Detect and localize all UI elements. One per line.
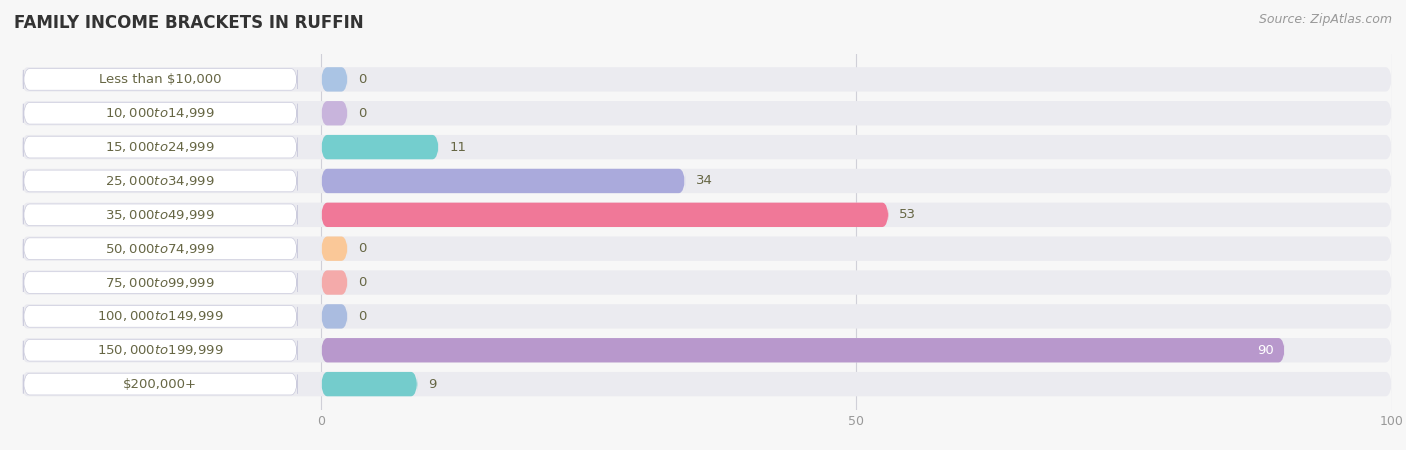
- Text: 53: 53: [900, 208, 917, 221]
- FancyBboxPatch shape: [24, 238, 298, 260]
- Text: $200,000+: $200,000+: [124, 378, 197, 391]
- Text: 34: 34: [696, 175, 713, 188]
- Text: $15,000 to $24,999: $15,000 to $24,999: [105, 140, 215, 154]
- Text: $35,000 to $49,999: $35,000 to $49,999: [105, 208, 215, 222]
- Text: $10,000 to $14,999: $10,000 to $14,999: [105, 106, 215, 120]
- FancyBboxPatch shape: [24, 170, 298, 192]
- Text: 9: 9: [427, 378, 436, 391]
- FancyBboxPatch shape: [21, 237, 1392, 261]
- Text: FAMILY INCOME BRACKETS IN RUFFIN: FAMILY INCOME BRACKETS IN RUFFIN: [14, 14, 364, 32]
- FancyBboxPatch shape: [21, 67, 1392, 92]
- FancyBboxPatch shape: [21, 372, 1392, 396]
- FancyBboxPatch shape: [24, 373, 298, 395]
- FancyBboxPatch shape: [321, 101, 347, 126]
- FancyBboxPatch shape: [321, 202, 889, 227]
- Text: Source: ZipAtlas.com: Source: ZipAtlas.com: [1258, 14, 1392, 27]
- FancyBboxPatch shape: [21, 169, 1392, 193]
- FancyBboxPatch shape: [21, 202, 1392, 227]
- FancyBboxPatch shape: [321, 372, 418, 396]
- Text: 0: 0: [359, 107, 367, 120]
- Text: 0: 0: [359, 310, 367, 323]
- FancyBboxPatch shape: [24, 272, 298, 293]
- Text: 0: 0: [359, 276, 367, 289]
- Text: 0: 0: [359, 73, 367, 86]
- FancyBboxPatch shape: [321, 237, 347, 261]
- Text: 11: 11: [450, 140, 467, 153]
- Text: 0: 0: [359, 242, 367, 255]
- Text: $75,000 to $99,999: $75,000 to $99,999: [105, 275, 215, 289]
- Text: $100,000 to $149,999: $100,000 to $149,999: [97, 310, 224, 324]
- Text: $25,000 to $34,999: $25,000 to $34,999: [105, 174, 215, 188]
- FancyBboxPatch shape: [321, 135, 439, 159]
- FancyBboxPatch shape: [24, 68, 298, 90]
- FancyBboxPatch shape: [321, 270, 347, 295]
- Text: Less than $10,000: Less than $10,000: [98, 73, 222, 86]
- FancyBboxPatch shape: [321, 169, 685, 193]
- FancyBboxPatch shape: [24, 204, 298, 225]
- Text: $50,000 to $74,999: $50,000 to $74,999: [105, 242, 215, 256]
- FancyBboxPatch shape: [21, 270, 1392, 295]
- Text: 90: 90: [1257, 344, 1274, 357]
- FancyBboxPatch shape: [24, 306, 298, 327]
- FancyBboxPatch shape: [24, 136, 298, 158]
- FancyBboxPatch shape: [321, 67, 347, 92]
- FancyBboxPatch shape: [321, 304, 347, 328]
- Text: $150,000 to $199,999: $150,000 to $199,999: [97, 343, 224, 357]
- FancyBboxPatch shape: [21, 135, 1392, 159]
- FancyBboxPatch shape: [24, 103, 298, 124]
- FancyBboxPatch shape: [21, 338, 1392, 362]
- FancyBboxPatch shape: [21, 101, 1392, 126]
- FancyBboxPatch shape: [321, 338, 1285, 362]
- FancyBboxPatch shape: [24, 339, 298, 361]
- FancyBboxPatch shape: [21, 304, 1392, 328]
